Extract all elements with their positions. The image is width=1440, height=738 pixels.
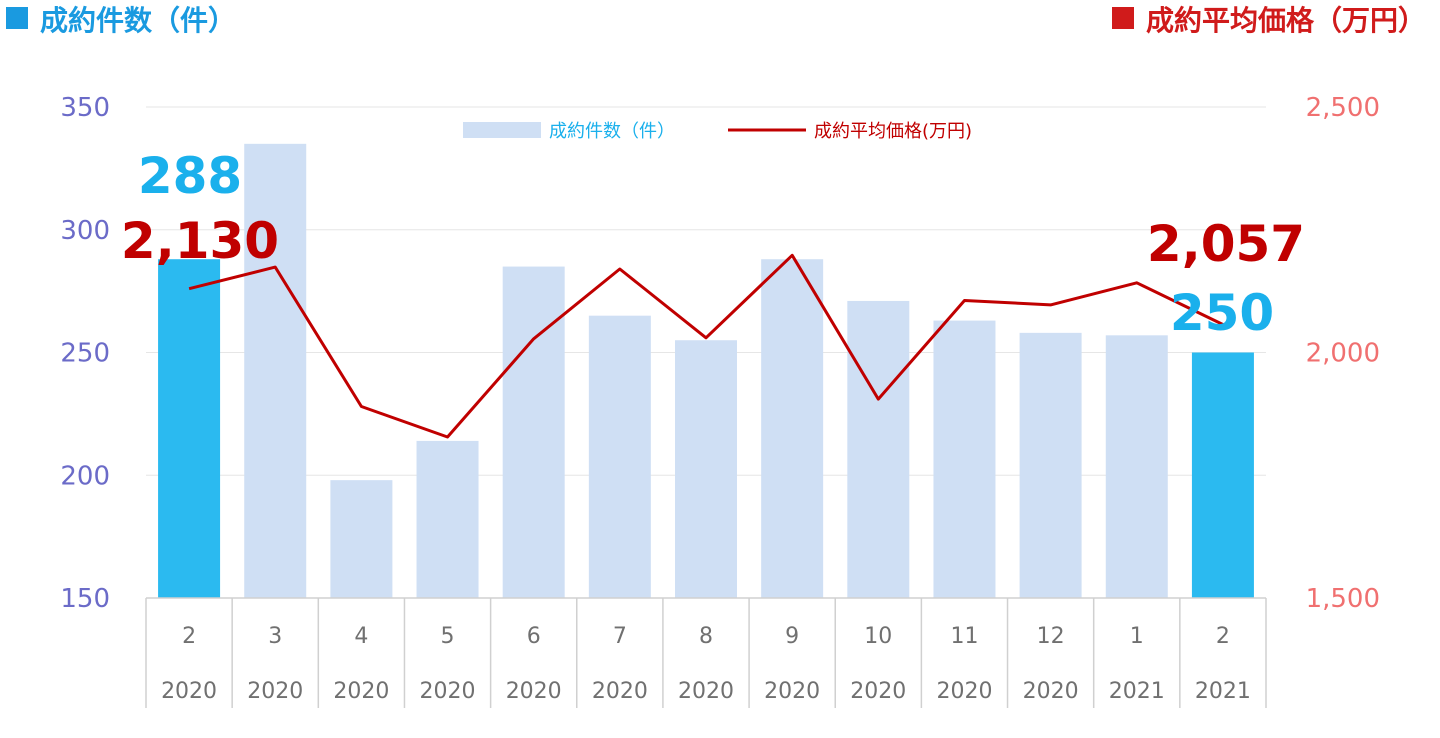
left-tick-label: 250 [60, 339, 110, 369]
left-tick-label: 350 [60, 93, 110, 123]
bar [330, 480, 393, 598]
right-tick-label: 2,500 [1306, 93, 1380, 123]
category-year-label: 2020 [420, 679, 476, 704]
bar [1191, 352, 1254, 598]
bar [933, 320, 996, 598]
left-tick-label: 150 [60, 584, 110, 614]
legend-line-label: 成約平均価格(万円) [814, 121, 972, 142]
category-year-label: 2020 [764, 679, 820, 704]
category-month-label: 2 [1216, 624, 1230, 649]
bar [416, 440, 479, 598]
category-year-label: 2020 [678, 679, 734, 704]
bar-series [158, 143, 1254, 598]
right-axis-ticks: 1,500 2,000 2,500 [1306, 93, 1380, 614]
category-year-label: 2021 [1195, 679, 1251, 704]
left-axis-ticks: 150 200 250 300 350 [60, 93, 110, 614]
category-month-label: 12 [1037, 624, 1065, 649]
category-year-label: 2020 [850, 679, 906, 704]
bar [502, 266, 565, 598]
category-year-label: 2020 [592, 679, 648, 704]
category-month-label: 4 [354, 624, 368, 649]
right-header-title: 成約平均価格（万円） [1146, 4, 1426, 37]
left-tick-label: 200 [60, 461, 110, 491]
category-month-label: 7 [613, 624, 627, 649]
legend: 成約件数（件） 成約平均価格(万円) [463, 121, 972, 142]
category-year-label: 2020 [936, 679, 992, 704]
legend-bar-label: 成約件数（件） [549, 121, 675, 142]
category-year-label: 2020 [333, 679, 389, 704]
callout-last-count: 250 [1170, 284, 1274, 342]
category-month-label: 2 [182, 624, 196, 649]
price-line [188, 253, 1224, 439]
category-month-label: 8 [699, 624, 713, 649]
bar [158, 259, 221, 598]
category-month-label: 1 [1130, 624, 1144, 649]
bar [847, 300, 910, 598]
callout-first-count: 288 [138, 147, 242, 205]
category-month-label: 11 [950, 624, 978, 649]
bar [675, 340, 737, 598]
category-year-label: 2021 [1109, 679, 1165, 704]
bar [244, 143, 307, 598]
category-month-label: 10 [864, 624, 892, 649]
callout-first-price: 2,130 [121, 212, 279, 270]
bar [588, 315, 651, 598]
category-month-label: 6 [527, 624, 541, 649]
right-tick-label: 2,000 [1306, 339, 1380, 369]
category-year-label: 2020 [247, 679, 303, 704]
legend-bar-swatch [463, 122, 541, 138]
category-month-label: 3 [268, 624, 282, 649]
callout-last-price: 2,057 [1147, 215, 1305, 273]
left-header-square [6, 7, 28, 29]
category-year-label: 2020 [1023, 679, 1079, 704]
left-header-title: 成約件数（件） [40, 4, 236, 37]
category-month-label: 5 [441, 624, 455, 649]
right-tick-label: 1,500 [1306, 584, 1380, 614]
bar [1019, 332, 1082, 598]
category-table: 2 2020 3 2020 4 2020 5 2020 6 2020 7 2020 8 2020 9 2020… [145, 597, 1267, 708]
category-year-label: 2020 [161, 679, 217, 704]
bar [761, 259, 824, 598]
left-tick-label: 300 [60, 216, 110, 246]
category-month-label: 9 [785, 624, 799, 649]
category-year-label: 2020 [506, 679, 562, 704]
bar [1105, 335, 1168, 598]
right-header-square [1112, 7, 1134, 29]
